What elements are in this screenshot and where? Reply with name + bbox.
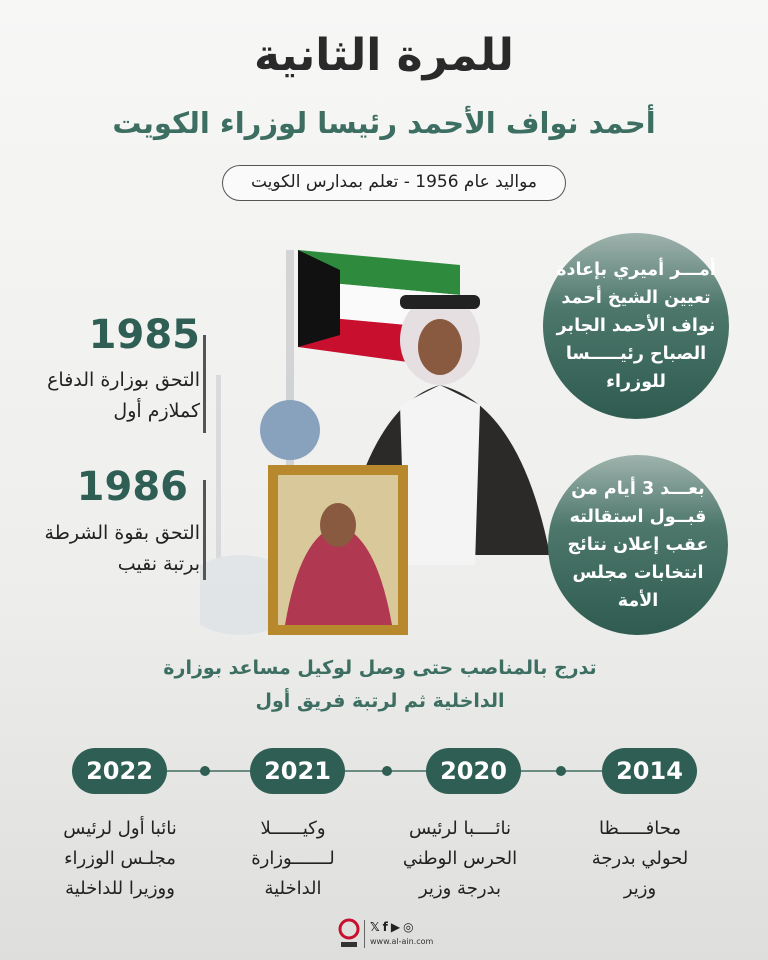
text-line: الحرس الوطني <box>402 848 518 869</box>
year-1985-text: التحق بوزارة الدفاع كملازم أول <box>0 365 200 427</box>
divider <box>364 920 365 948</box>
text-line: بدرجة وزير <box>419 878 501 899</box>
timeline-year-2022: 2022 <box>72 748 167 794</box>
career-summary: تدرج بالمناصب حتى وصل لوكيل مساعد بوزارة… <box>150 652 610 718</box>
text-line: تدرج بالمناصب حتى وصل لوكيل مساعد بوزارة <box>163 657 597 679</box>
text-line: كملازم أول <box>113 400 200 422</box>
framed-photo-image <box>268 465 408 635</box>
timeline-year-2014: 2014 <box>602 748 697 794</box>
timeline-desc-2022: نائبا أول لرئيس مجلـس الوزراء ووزيرا للد… <box>45 814 195 904</box>
text-line: عقب إعلان نتائج <box>567 535 709 555</box>
text-line: نواف الأحمد الجابر <box>556 316 716 336</box>
footer: 𝕏f▶◎ www.al-ain.com <box>338 918 438 950</box>
facebook-icon[interactable]: f <box>382 920 391 934</box>
timeline-dot <box>200 766 210 776</box>
year-1986-text: التحق بقوة الشرطة برتبة نقيب <box>0 518 200 580</box>
text-line: التحق بقوة الشرطة <box>44 522 200 544</box>
al-ain-logo <box>338 918 360 947</box>
timeline-desc-2020: نائــــبا لرئيس الحرس الوطني بدرجة وزير <box>385 814 535 904</box>
timeline-year-2020: 2020 <box>426 748 521 794</box>
text-line: الداخلية <box>264 878 322 899</box>
text-line: الصباح رئيـــــسا <box>565 344 707 364</box>
text-line: التحق بوزارة الدفاع <box>47 369 200 391</box>
text-line: أمـــر أميري بإعادة <box>556 260 716 280</box>
birth-info-pill: مواليد عام 1956 - تعلم بمدارس الكويت <box>222 165 566 201</box>
website-link[interactable]: www.al-ain.com <box>370 937 434 946</box>
text-line: وكيــــــلا <box>260 818 326 839</box>
timeline-desc-2014: محافـــــظا لحولي بدرجة وزير <box>565 814 715 904</box>
hero-illustration <box>200 250 550 635</box>
text-line: مجلـس الوزراء <box>64 848 176 869</box>
text-line: محافـــــظا <box>599 818 681 839</box>
text-line: انتخابات مجلس <box>572 563 704 583</box>
info-circle-resignation: بعـــد 3 أيام من قبــول استقالته عقب إعل… <box>548 455 728 635</box>
year-1985: 1985 <box>88 312 200 358</box>
timeline-dot <box>382 766 392 776</box>
text-line: لحولي بدرجة <box>591 848 689 869</box>
text-line: لـــــــوزارة <box>251 848 335 869</box>
social-icons: 𝕏f▶◎ <box>370 920 417 934</box>
text-line: قبــول استقالته <box>569 507 707 527</box>
youtube-icon[interactable]: ▶ <box>390 920 404 934</box>
text-line: الداخلية ثم لرتبة فريق أول <box>255 690 505 712</box>
text-line: ووزيرا للداخلية <box>65 878 175 899</box>
page-subtitle: أحمد نواف الأحمد رئيسا لوزراء الكويت <box>112 106 656 140</box>
divider <box>203 335 206 433</box>
timeline-dot <box>556 766 566 776</box>
page-title: للمرة الثانية <box>254 30 514 81</box>
text-line: تعيين الشيخ أحمد <box>561 288 711 308</box>
timeline-desc-2021: وكيــــــلا لـــــــوزارة الداخلية <box>218 814 368 904</box>
text-line: برتبة نقيب <box>117 553 200 575</box>
year-1986: 1986 <box>76 464 188 510</box>
text-line: وزير <box>623 878 657 899</box>
text-line: الأمة <box>617 591 659 611</box>
instagram-icon[interactable]: ◎ <box>403 920 417 934</box>
info-circle-decree: أمـــر أميري بإعادة تعيين الشيخ أحمد نوا… <box>543 233 729 419</box>
divider <box>203 480 206 580</box>
text-line: للوزراء <box>606 372 666 392</box>
timeline-year-2021: 2021 <box>250 748 345 794</box>
text-line: بعـــد 3 أيام من <box>571 479 705 499</box>
text-line: نائبا أول لرئيس <box>63 818 177 839</box>
text-line: نائــــبا لرئيس <box>408 818 512 839</box>
twitter-icon[interactable]: 𝕏 <box>370 920 383 934</box>
